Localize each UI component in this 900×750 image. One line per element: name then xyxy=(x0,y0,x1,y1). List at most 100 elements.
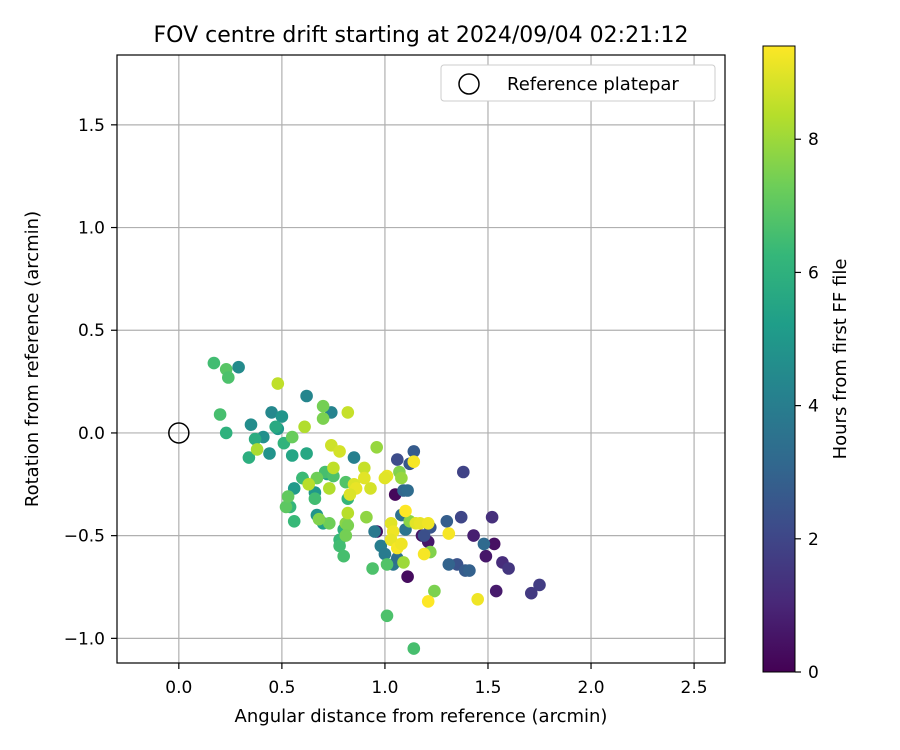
data-point xyxy=(341,519,355,532)
data-point xyxy=(281,490,295,503)
data-point xyxy=(417,547,431,561)
data-point xyxy=(360,510,373,524)
data-point xyxy=(525,586,538,600)
y-tick-label: −1.0 xyxy=(64,629,105,649)
data-point xyxy=(343,488,357,501)
data-point xyxy=(421,595,435,608)
data-point xyxy=(366,562,379,575)
data-point xyxy=(417,529,431,542)
x-tick-label: 0.5 xyxy=(268,678,295,698)
colorbar-tick-label: 6 xyxy=(808,263,819,283)
data-point xyxy=(287,515,301,528)
y-tick-label: 1.0 xyxy=(78,219,105,239)
data-point xyxy=(275,410,289,423)
data-point xyxy=(333,445,346,458)
data-point xyxy=(265,406,278,419)
data-point xyxy=(397,556,410,569)
data-point xyxy=(248,432,262,446)
data-point xyxy=(219,426,233,440)
data-point xyxy=(368,525,381,538)
y-tick-label: 0.0 xyxy=(78,424,105,444)
data-point xyxy=(454,510,468,524)
data-point xyxy=(242,451,256,464)
x-axis-label: Angular distance from reference (arcmin) xyxy=(235,706,608,727)
data-point xyxy=(407,445,421,458)
colorbar-tick-label: 0 xyxy=(808,663,819,683)
data-point xyxy=(271,377,285,390)
data-point xyxy=(463,564,476,577)
data-point xyxy=(399,504,412,518)
legend-box xyxy=(440,64,716,102)
data-point xyxy=(391,453,404,466)
data-point xyxy=(407,642,421,655)
data-point xyxy=(269,420,283,434)
data-point xyxy=(312,512,326,526)
data-point xyxy=(380,558,394,571)
data-point xyxy=(323,482,336,495)
reference-platepar-marker xyxy=(168,422,190,444)
data-point xyxy=(442,527,456,540)
data-point xyxy=(232,360,245,374)
data-point xyxy=(337,549,351,563)
data-point xyxy=(477,537,491,551)
data-point xyxy=(327,461,340,475)
data-point xyxy=(358,461,371,475)
data-point xyxy=(316,399,330,413)
data-point xyxy=(487,537,501,551)
legend: Reference platepar xyxy=(440,64,716,102)
data-point xyxy=(395,471,408,485)
data-point xyxy=(378,547,392,561)
data-point xyxy=(213,408,227,421)
data-point xyxy=(207,356,221,370)
grid-lines xyxy=(117,55,725,663)
legend-marker-icon xyxy=(458,73,480,95)
y-tick-label: 1.5 xyxy=(78,116,105,136)
data-point xyxy=(378,471,392,485)
colorbar-tick-label: 2 xyxy=(808,530,819,550)
y-axis-label: Rotation from reference (arcmin) xyxy=(22,211,43,507)
colorbar-tick-label: 8 xyxy=(808,130,819,150)
x-tick-label: 1.5 xyxy=(474,678,501,698)
x-tick-label: 1.0 xyxy=(371,678,398,698)
x-tick-label: 2.5 xyxy=(681,678,708,698)
legend-label: Reference platepar xyxy=(507,74,679,95)
data-point xyxy=(347,451,361,464)
y-tick-label: 0.5 xyxy=(78,321,105,341)
data-point xyxy=(395,537,408,551)
data-point xyxy=(300,389,313,403)
data-point xyxy=(421,517,435,530)
data-point xyxy=(339,529,353,542)
data-point xyxy=(279,500,293,514)
data-point xyxy=(316,412,330,425)
data-point xyxy=(323,517,336,530)
data-point xyxy=(300,447,313,460)
colorbar-frame xyxy=(762,45,796,673)
y-tick-label: −0.5 xyxy=(64,527,105,547)
data-point xyxy=(341,506,355,520)
data-point xyxy=(358,471,371,485)
data-point xyxy=(302,478,316,491)
data-point xyxy=(341,406,355,419)
colorbar-label: Hours from first FF file xyxy=(830,259,851,460)
data-point xyxy=(489,584,503,598)
chart-title: FOV centre drift starting at 2024/09/04 … xyxy=(154,23,689,48)
data-point xyxy=(285,449,299,462)
colorbar: 0 2 4 6 8 Hours from first FF file xyxy=(762,45,851,683)
data-point xyxy=(308,492,322,506)
colorbar-gradient xyxy=(763,46,795,672)
data-point xyxy=(440,515,454,528)
colorbar-tick-label: 4 xyxy=(808,397,819,417)
data-point xyxy=(364,482,377,495)
data-point xyxy=(428,584,441,598)
data-point xyxy=(222,371,235,384)
data-point xyxy=(471,593,485,606)
plot-frame xyxy=(116,54,726,664)
data-point xyxy=(380,609,394,623)
colorbar-ticks: 0 2 4 6 8 xyxy=(795,130,819,683)
data-point xyxy=(298,420,311,434)
reference-marker xyxy=(168,422,190,444)
data-point xyxy=(401,484,414,497)
y-axis-ticks: −1.0 −0.5 0.0 0.5 1.0 1.5 xyxy=(64,116,117,649)
data-point xyxy=(457,465,470,479)
